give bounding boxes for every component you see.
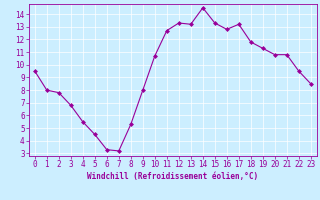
X-axis label: Windchill (Refroidissement éolien,°C): Windchill (Refroidissement éolien,°C): [87, 172, 258, 181]
